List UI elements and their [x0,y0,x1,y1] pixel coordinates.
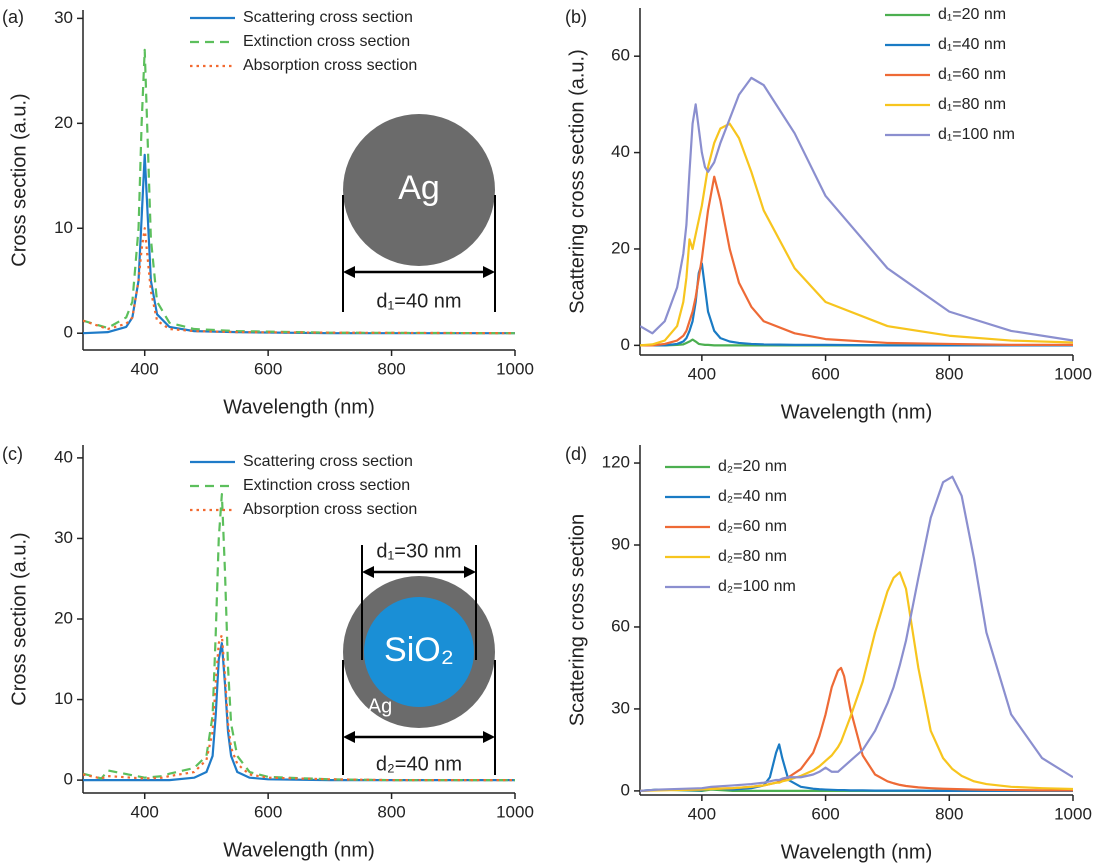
series-line [640,262,1073,347]
y-tick-label: 40 [611,142,630,161]
y-axis-label: Cross section (a.u.) [8,532,30,705]
x-tick-label: 600 [254,359,282,378]
legend-label: Scattering cross section [243,9,413,26]
inset-label: Ag [368,695,392,717]
y-tick-label: 30 [54,528,73,547]
y-tick-label: 90 [611,534,630,553]
x-tick-label: 400 [688,804,716,823]
x-tick-label: 600 [811,364,839,383]
legend-label: Extinction cross section [243,477,410,494]
y-tick-label: 20 [54,113,73,132]
legend-label: d₁=80 nm [938,96,1006,113]
x-axis-label: Wavelength (nm) [223,396,375,418]
panel-label: (a) [2,7,24,27]
x-axis-label: Wavelength (nm) [223,839,375,861]
series-line [640,175,1073,347]
legend-label: Extinction cross section [243,33,410,50]
series-line [83,634,515,782]
series-line [640,122,1073,347]
legend-label: d₂=60 nm [718,518,787,535]
y-tick-label: 60 [611,46,630,65]
y-tick-label: 10 [54,689,73,708]
series-line [640,571,1073,792]
y-tick-label: 20 [54,608,73,627]
inset-label: Ag [398,169,440,207]
panel-label: (d) [565,444,587,464]
x-tick-label: 600 [811,804,839,823]
y-axis-label: Cross section (a.u.) [8,93,30,266]
y-tick-label: 20 [611,238,630,257]
legend-label: Absorption cross section [243,57,417,74]
legend-label: d₁=60 nm [938,66,1006,83]
inset-label: d₂=40 nm [376,753,462,775]
legend-label: Scattering cross section [243,453,413,470]
y-tick-label: 10 [54,218,73,237]
inset-label: d₁=40 nm [376,290,461,312]
panel-label: (b) [565,7,587,27]
legend-label: d₁=100 nm [938,126,1015,143]
legend-label: d₁=20 nm [938,6,1006,23]
x-tick-label: 1000 [1054,804,1092,823]
arrow-head [483,266,495,278]
panel-label: (c) [2,444,23,464]
series-line [640,76,1073,342]
core [364,597,474,707]
y-tick-label: 0 [621,780,630,799]
y-tick-label: 30 [611,698,630,717]
arrow-head [343,266,355,278]
legend-label: d₁=40 nm [938,36,1006,53]
y-tick-label: 60 [611,616,630,635]
x-tick-label: 1000 [1054,364,1092,383]
inset-label: SiO₂ [384,631,454,669]
x-tick-label: 800 [377,802,405,821]
arrow-head [483,731,495,743]
legend-label: d₂=20 nm [718,458,787,475]
x-tick-label: 800 [377,359,405,378]
y-tick-label: 30 [54,8,73,27]
plot-area [640,475,1073,792]
y-tick-label: 40 [54,447,73,466]
x-tick-label: 800 [935,804,963,823]
series-line [640,475,1073,792]
series-line [83,493,515,782]
y-tick-label: 0 [64,323,73,342]
plot-area [83,48,515,335]
x-tick-label: 1000 [496,359,534,378]
x-tick-label: 1000 [496,802,534,821]
plot-area [83,493,515,782]
x-tick-label: 400 [688,364,716,383]
y-tick-label: 0 [621,335,630,354]
x-tick-label: 400 [131,802,159,821]
arrow-head [362,566,374,578]
series-line [83,227,515,335]
legend-label: d₂=40 nm [718,488,787,505]
legend-label: d₂=80 nm [718,548,787,565]
y-axis-label: Scattering cross section [566,514,588,726]
x-tick-label: 600 [254,802,282,821]
series-line [83,642,515,782]
legend-label: Absorption cross section [243,501,417,518]
arrow-head [464,566,476,578]
x-axis-label: Wavelength (nm) [781,841,933,863]
x-tick-label: 400 [131,359,159,378]
y-tick-label: 0 [64,770,73,789]
particle [343,114,495,266]
inset-label: d₁=30 nm [376,540,461,562]
legend-label: d₂=100 nm [718,578,796,595]
arrow-head [343,731,355,743]
plot-area [640,76,1073,347]
x-axis-label: Wavelength (nm) [781,401,933,423]
y-tick-label: 120 [602,453,630,472]
x-tick-label: 800 [935,364,963,383]
y-axis-label: Scattering cross section (a.u.) [566,49,588,314]
series-line [83,48,515,335]
